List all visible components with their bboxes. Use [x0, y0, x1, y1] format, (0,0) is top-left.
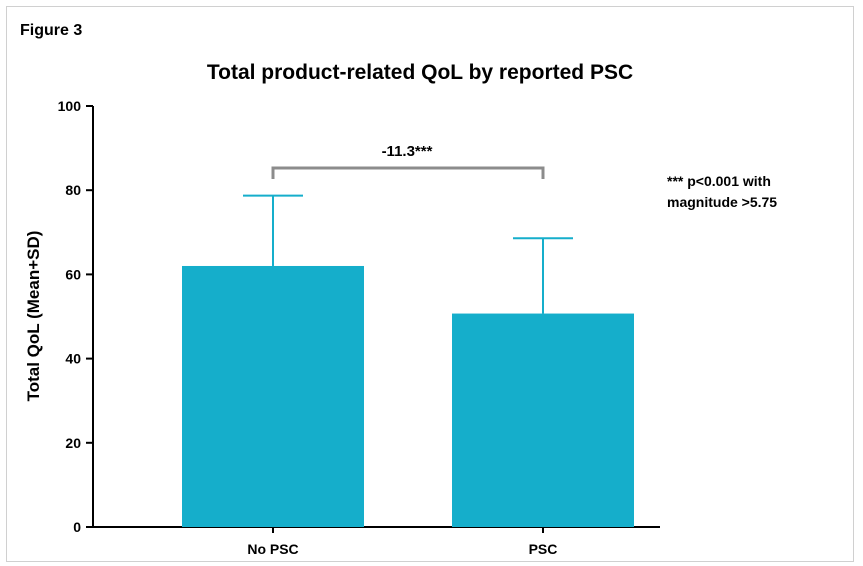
y-tick-label: 60 [65, 266, 81, 282]
y-axis-label: Total QoL (Mean+SD) [24, 231, 43, 402]
y-tick-label: 0 [73, 519, 81, 535]
y-tick-label: 20 [65, 435, 81, 451]
y-tick-label: 80 [65, 182, 81, 198]
figure-label: Figure 3 [20, 22, 83, 39]
category-label: PSC [529, 541, 558, 557]
chart-title: Total product-related QoL by reported PS… [207, 61, 633, 84]
plot-area: 0 20 40 60 80 100 No PSC PSC [58, 98, 660, 557]
comparison-label: -11.3*** [382, 143, 433, 160]
significance-note-line-2: magnitude >5.75 [667, 194, 777, 210]
y-tick-label: 100 [58, 98, 82, 114]
figure-frame [6, 6, 854, 562]
significance-note-line-1: *** p<0.001 with [667, 173, 771, 189]
comparison-bracket [271, 166, 545, 179]
category-label: No PSC [247, 541, 298, 557]
bar [182, 265, 364, 527]
bar [452, 313, 634, 527]
y-tick-label: 40 [65, 351, 81, 367]
